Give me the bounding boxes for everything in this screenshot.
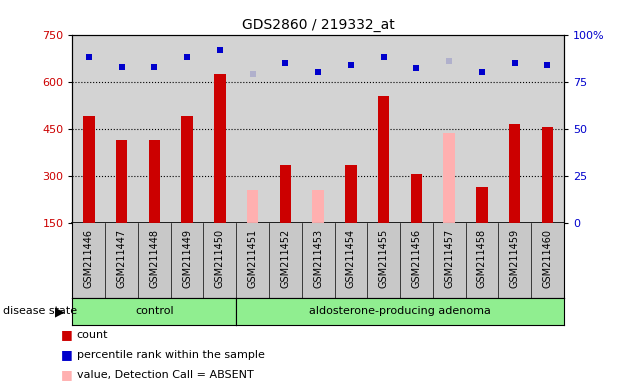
Text: ▶: ▶ (55, 305, 65, 318)
Bar (378, 96, 389, 223)
Text: GSM211453: GSM211453 (313, 229, 323, 288)
Text: GSM211457: GSM211457 (444, 229, 454, 288)
Title: GDS2860 / 219332_at: GDS2860 / 219332_at (242, 18, 394, 32)
Bar (476, 187, 488, 223)
Text: GSM211448: GSM211448 (149, 229, 159, 288)
Text: GSM211451: GSM211451 (248, 229, 258, 288)
Text: GSM211449: GSM211449 (182, 229, 192, 288)
Text: ■: ■ (60, 348, 72, 361)
Bar (214, 74, 226, 223)
Bar (345, 165, 357, 223)
Bar (312, 190, 324, 223)
Bar (280, 165, 291, 223)
Bar (149, 140, 160, 223)
Text: GSM211450: GSM211450 (215, 229, 225, 288)
Bar (83, 116, 94, 223)
Text: value, Detection Call = ABSENT: value, Detection Call = ABSENT (77, 370, 254, 380)
Bar (411, 174, 422, 223)
Text: control: control (135, 306, 174, 316)
Text: GSM211452: GSM211452 (280, 229, 290, 288)
Text: GSM211459: GSM211459 (510, 229, 520, 288)
Bar (542, 127, 553, 223)
Text: percentile rank within the sample: percentile rank within the sample (77, 350, 265, 360)
Bar (116, 140, 127, 223)
Bar (444, 133, 455, 223)
Bar (247, 190, 258, 223)
Text: GSM211456: GSM211456 (411, 229, 421, 288)
Text: count: count (77, 330, 108, 340)
Text: GSM211458: GSM211458 (477, 229, 487, 288)
Text: aldosterone-producing adenoma: aldosterone-producing adenoma (309, 306, 491, 316)
Text: GSM211447: GSM211447 (117, 229, 127, 288)
Text: GSM211460: GSM211460 (542, 229, 553, 288)
Text: ■: ■ (60, 368, 72, 381)
Text: ■: ■ (60, 328, 72, 341)
Bar (181, 116, 193, 223)
Text: GSM211455: GSM211455 (379, 229, 389, 288)
Text: GSM211446: GSM211446 (84, 229, 94, 288)
Text: disease state: disease state (3, 306, 77, 316)
Bar (509, 124, 520, 223)
Text: GSM211454: GSM211454 (346, 229, 356, 288)
